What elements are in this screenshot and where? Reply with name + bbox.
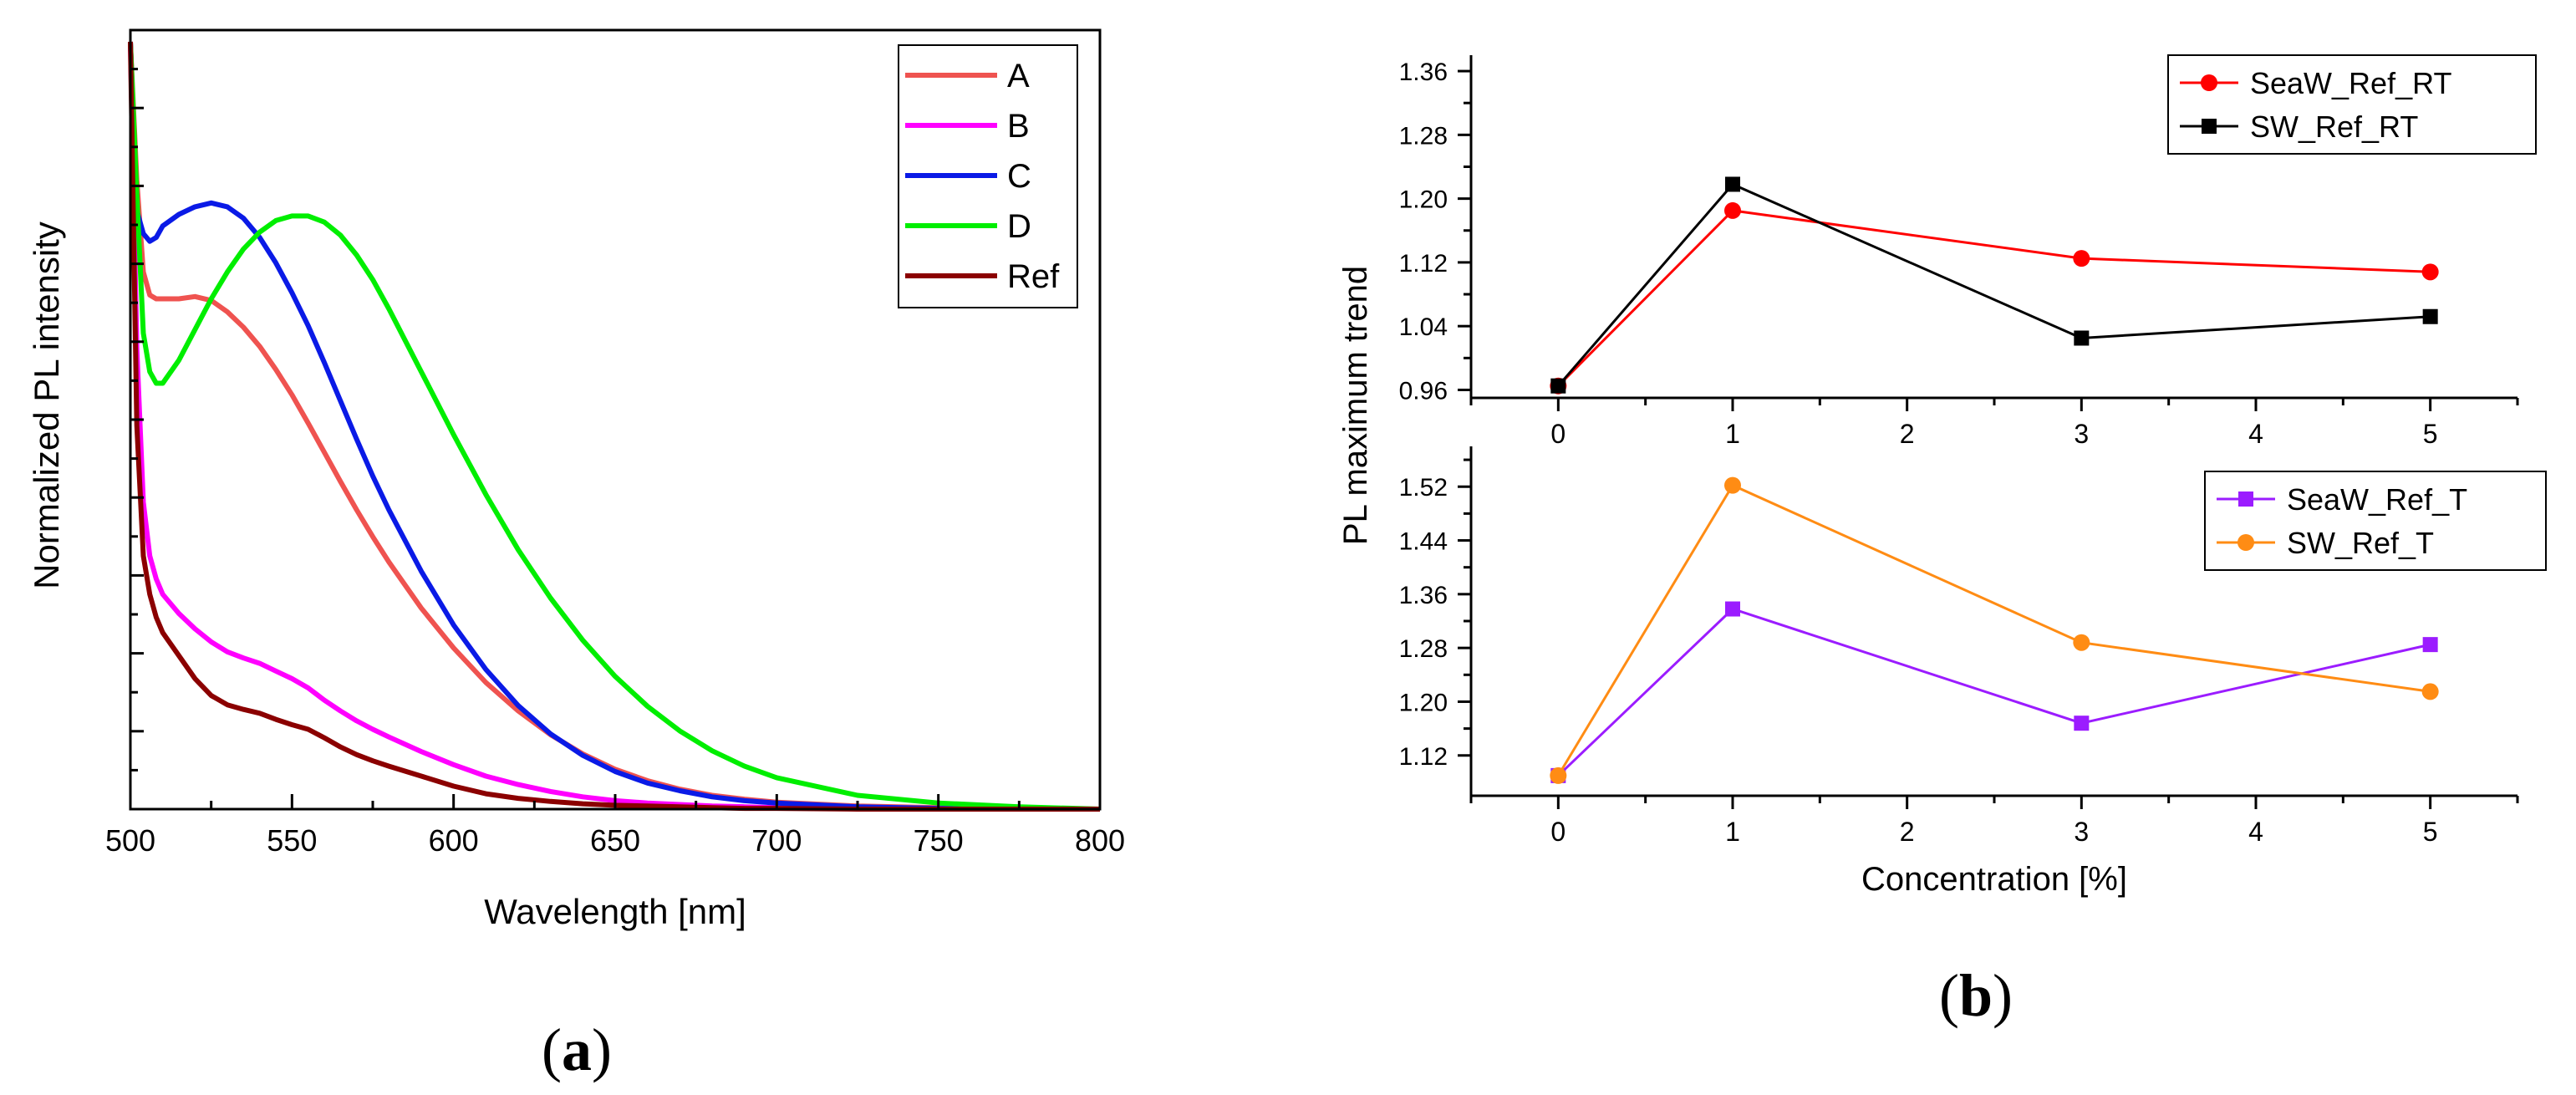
panel-a-caption-close: ) [592, 1016, 612, 1083]
legend-swatch-marker-seaw-ref-t [2238, 491, 2253, 507]
data-point-sw-ref-rt [1550, 378, 1566, 394]
x-tick-label: 1 [1725, 419, 1740, 449]
series-line-seaw-ref-t [1557, 607, 2431, 777]
panel-b-top-legend: SeaW_Ref_RT SW_Ref_RT [2167, 54, 2537, 155]
x-tick-label: 0 [1550, 817, 1565, 847]
panel-b-top-chart: 0 1 2 3 4 5 0.96 1.04 1.12 1.20 1.28 1.36 SeaW_Ref_… [1399, 54, 2537, 449]
legend-box [2204, 471, 2547, 571]
x-tick-label: 3 [2074, 817, 2089, 847]
panel-a-x-tick-label: 600 [429, 823, 479, 858]
x-tick-label: 0 [1550, 419, 1565, 449]
legend-label-seaw-ref-rt: SeaW_Ref_RT [2250, 66, 2451, 100]
panel-a-x-tick-label: 650 [590, 823, 640, 858]
panel-a-chart: 500 550 600 650 700 750 800 Wavelength [nm] No… [27, 28, 1125, 931]
panel-a-x-tick-label: 750 [914, 823, 964, 858]
panel-b-y-axis-label: PL maximum trend [1337, 266, 1374, 545]
data-point-seaw-ref-t [2422, 637, 2438, 653]
panel-a-x-axis-label: Wavelength [nm] [484, 892, 746, 931]
data-point-seaw-ref-rt [2421, 263, 2439, 281]
panel-a-legend-label-a: A [1007, 58, 1030, 94]
x-tick-label: 3 [2074, 419, 2089, 449]
panel-a-series-line-c [128, 41, 1100, 812]
data-point-seaw-ref-rt [1724, 201, 1741, 219]
y-tick-label: 1.12 [1399, 743, 1448, 771]
legend-swatch-marker-seaw-ref-rt [2201, 74, 2217, 91]
data-point-sw-ref-rt [2422, 308, 2438, 324]
data-point-sw-ref-t [1550, 766, 1567, 784]
panel-b-top-ticks: 0 1 2 3 4 5 0.96 1.04 1.12 1.20 1.28 1.36 [1399, 59, 2519, 449]
x-tick-label: 5 [2423, 419, 2438, 449]
panel-a-series-group [128, 41, 1101, 812]
y-tick-label: 1.20 [1399, 186, 1448, 214]
panel-b-caption-close: ) [1993, 962, 2013, 1029]
panel-a-ticks: 500 550 600 650 700 750 800 [105, 28, 1125, 858]
y-tick-label: 1.04 [1399, 313, 1448, 341]
data-point-sw-ref-rt [2074, 330, 2090, 346]
panel-a-legend-label-c: C [1007, 158, 1031, 195]
data-point-seaw-ref-rt [2073, 250, 2090, 267]
x-tick-label: 2 [1900, 817, 1915, 847]
panel-b-bottom-series-group [1550, 476, 2439, 784]
panel-a-x-tick-label: 550 [267, 823, 317, 858]
data-point-sw-ref-rt [1725, 176, 1740, 192]
panel-a-caption: (a) [542, 1016, 612, 1083]
panel-a-series-line-ref [128, 41, 1100, 812]
y-tick-label: 1.28 [1399, 635, 1448, 663]
panel-b-top-series-group [1550, 176, 2439, 395]
legend-label-sw-ref-t: SW_Ref_T [2287, 526, 2434, 560]
data-point-sw-ref-t [2073, 634, 2090, 651]
y-tick-label: 1.20 [1399, 689, 1448, 716]
panel-a-caption-open: ( [542, 1016, 562, 1083]
panel-a-series-line-d [128, 41, 1101, 812]
panel-a-x-tick-label: 800 [1075, 823, 1125, 858]
series-line-sw-ref-rt [1557, 182, 2431, 387]
y-tick-label: 0.96 [1399, 377, 1448, 405]
panel-a-legend-label-ref: Ref [1007, 258, 1060, 295]
panel-b-caption: (b) [1939, 962, 2013, 1029]
legend-swatch-marker-sw-ref-rt [2202, 119, 2217, 134]
y-tick-label: 1.36 [1399, 582, 1448, 609]
x-tick-label: 5 [2423, 817, 2438, 847]
panel-a-caption-letter: a [562, 1016, 592, 1083]
y-tick-label: 1.36 [1399, 59, 1448, 86]
data-point-sw-ref-t [2421, 683, 2439, 700]
x-tick-label: 4 [2248, 419, 2263, 449]
x-tick-label: 4 [2248, 817, 2263, 847]
x-tick-label: 2 [1900, 419, 1915, 449]
legend-label-sw-ref-rt: SW_Ref_RT [2250, 110, 2418, 144]
panel-a-y-axis-label: Normalized PL intensity [27, 222, 66, 589]
panel-b-bottom-legend: SeaW_Ref_T SW_Ref_T [2204, 471, 2547, 571]
y-tick-label: 1.44 [1399, 528, 1448, 556]
legend-box [2167, 54, 2537, 155]
panel-b-caption-letter: b [1959, 962, 1993, 1029]
data-point-seaw-ref-t [2074, 716, 2090, 731]
panel-a-x-tick-label: 500 [105, 823, 155, 858]
panel-b-caption-open: ( [1939, 962, 1959, 1029]
panel-b-bottom-ticks: 0 1 2 3 4 5 1.12 1.20 1.28 1.36 1.44 1.52 [1399, 458, 2519, 847]
x-tick-label: 1 [1725, 817, 1740, 847]
y-tick-label: 1.12 [1399, 250, 1448, 278]
legend-label-seaw-ref-t: SeaW_Ref_T [2287, 482, 2467, 517]
panel-a-x-tick-label: 700 [751, 823, 802, 858]
series-line-sw-ref-t [1557, 483, 2431, 777]
panel-a-legend-label-b: B [1007, 108, 1030, 145]
y-tick-label: 1.28 [1399, 122, 1448, 150]
panel-b-bottom-chart: 0 1 2 3 4 5 1.12 1.20 1.28 1.36 1.44 1.52 Concentra… [1399, 446, 2547, 898]
series-line-seaw-ref-rt [1557, 209, 2431, 387]
legend-swatch-marker-sw-ref-t [2237, 534, 2254, 551]
data-point-sw-ref-t [1724, 476, 1741, 494]
data-point-seaw-ref-t [1725, 601, 1740, 617]
panel-a-legend-label-d: D [1007, 208, 1031, 245]
panel-b-x-axis-label: Concentration [%] [1861, 861, 2127, 898]
y-tick-label: 1.52 [1399, 474, 1448, 502]
